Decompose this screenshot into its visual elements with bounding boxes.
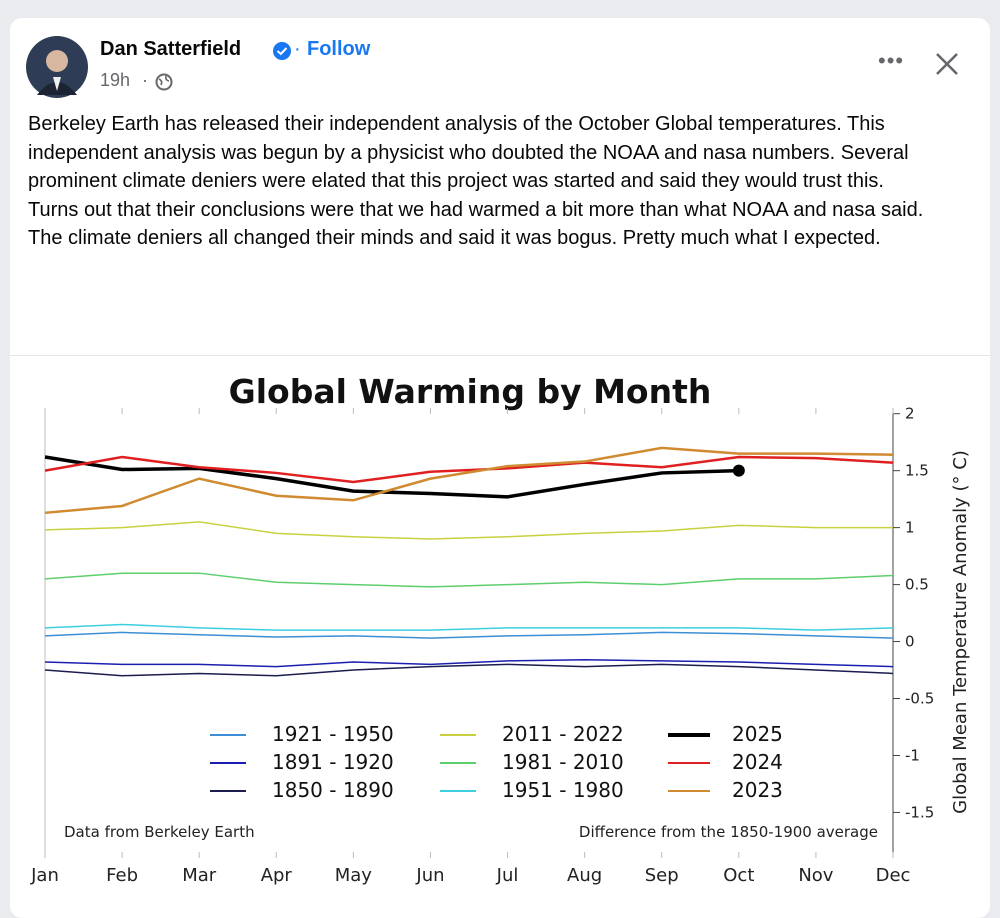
paragraph: The climate deniers all changed their mi… xyxy=(28,227,881,250)
series-line xyxy=(44,623,894,631)
y-tick-label: 0.5 xyxy=(905,576,929,594)
series-line xyxy=(44,521,893,540)
x-tick-label: Apr xyxy=(261,865,293,886)
x-tick-label: Nov xyxy=(798,865,833,886)
note: Data from Berkeley Earth xyxy=(64,823,255,841)
legend-label: 1951 - 1980 xyxy=(502,778,624,802)
verified-badge xyxy=(273,42,291,60)
globe-icon xyxy=(155,73,173,91)
series-line xyxy=(44,455,894,484)
legend-label: 1891 - 1920 xyxy=(272,750,394,774)
legend-label: 2011 - 2022 xyxy=(502,722,624,746)
y-tick-label: 2 xyxy=(905,405,915,423)
x-tick-label: Aug xyxy=(567,865,602,886)
paragraph: Berkeley Earth has released their indepe… xyxy=(28,113,909,193)
series-line xyxy=(44,663,894,677)
separator: · xyxy=(294,38,301,60)
x-tick-label: May xyxy=(335,865,373,886)
post-text: Berkeley Earth has released their indepe… xyxy=(28,110,978,253)
more-button[interactable]: ••• xyxy=(878,48,905,73)
y-tick-label: -1.5 xyxy=(905,803,934,821)
post-time[interactable]: 19h xyxy=(100,70,131,90)
chart-background xyxy=(10,355,990,896)
y-tick-label: 1 xyxy=(905,519,915,537)
series-line xyxy=(44,659,894,668)
series-line xyxy=(44,455,739,499)
x-tick-label: Jul xyxy=(496,865,519,886)
note: Difference from the 1850-1900 average xyxy=(579,823,878,841)
legend-label: 1921 - 1950 xyxy=(272,722,394,746)
series-line xyxy=(44,446,894,515)
y-tick-label: 0 xyxy=(905,633,915,651)
y-tick-label: -1 xyxy=(905,746,920,764)
author-name[interactable]: Dan Satterfield xyxy=(100,38,242,60)
chart-title: Global Warming by Month xyxy=(229,372,712,411)
y-axis-label: Global Mean Temperature Anomaly (° C) xyxy=(950,450,971,814)
legend-label: 1850 - 1890 xyxy=(272,778,394,802)
series-line xyxy=(44,572,894,588)
x-tick-label: Oct xyxy=(723,865,754,886)
legend-label: 2025 xyxy=(732,722,783,746)
paragraph: Turns out that their conclusions were th… xyxy=(28,198,924,221)
end-marker xyxy=(732,464,745,477)
separator: · xyxy=(142,70,148,90)
close-button[interactable] xyxy=(934,51,960,77)
legend-label: 1981 - 2010 xyxy=(502,750,624,774)
x-tick-label: Mar xyxy=(182,865,217,886)
series-line xyxy=(44,631,894,639)
y-tick-label: -0.5 xyxy=(905,690,934,708)
follow-button[interactable]: Follow xyxy=(307,38,371,60)
x-tick-label: Sep xyxy=(645,865,679,886)
x-tick-label: Dec xyxy=(876,865,911,886)
legend-label: 2024 xyxy=(732,750,783,774)
x-tick-label: Feb xyxy=(106,865,138,886)
page: Dan Satterfield · Follow 19h · ••• Berke… xyxy=(10,18,990,918)
legend-label: 2023 xyxy=(732,778,783,802)
chart: Global Warming by Month Data from Berkel… xyxy=(10,355,990,896)
y-tick-label: 1.5 xyxy=(905,462,929,480)
avatar[interactable] xyxy=(25,35,89,99)
x-tick-label: Jan xyxy=(30,865,59,886)
x-tick-label: Jun xyxy=(415,865,444,886)
